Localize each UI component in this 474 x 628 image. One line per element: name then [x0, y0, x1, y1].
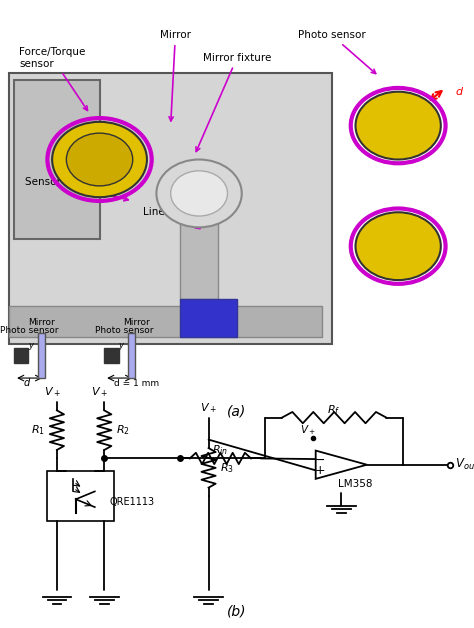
Text: Mirror: Mirror: [28, 318, 55, 327]
Text: Photo sensor: Photo sensor: [0, 326, 58, 335]
Bar: [180, 299, 237, 337]
Bar: [9, 306, 322, 337]
Text: $-$: $-$: [314, 453, 326, 465]
Circle shape: [66, 133, 133, 186]
Bar: [14, 80, 100, 239]
Text: QRE1113: QRE1113: [109, 497, 154, 507]
Text: $V_{out}$: $V_{out}$: [455, 457, 474, 472]
Text: x: x: [109, 349, 114, 357]
Text: Mirror fixture: Mirror fixture: [196, 53, 271, 151]
Polygon shape: [59, 479, 73, 491]
Text: $V_+$: $V_+$: [44, 386, 61, 399]
Text: Photo sensor: Photo sensor: [95, 326, 153, 335]
Text: y: y: [118, 341, 124, 350]
Bar: [180, 193, 218, 299]
Text: Mirror: Mirror: [160, 30, 191, 121]
Bar: [104, 348, 118, 363]
Text: (a): (a): [228, 404, 246, 418]
Circle shape: [356, 212, 441, 280]
Text: $+$: $+$: [314, 464, 326, 477]
Text: y: y: [28, 341, 34, 350]
Bar: [14, 348, 28, 363]
Text: LM358: LM358: [338, 479, 373, 489]
Text: $V_+$: $V_+$: [300, 423, 316, 437]
Circle shape: [52, 122, 147, 197]
Text: Force/Torque
sensor: Force/Torque sensor: [19, 47, 88, 111]
Text: $R_{1}$: $R_{1}$: [31, 423, 45, 437]
Text: $R_{3}$: $R_{3}$: [220, 461, 234, 475]
Text: x: x: [19, 349, 24, 357]
Text: d = 1 mm: d = 1 mm: [114, 379, 159, 387]
Circle shape: [156, 160, 242, 227]
Circle shape: [171, 171, 228, 216]
Bar: [38, 333, 45, 378]
Text: Sensor base: Sensor base: [25, 177, 128, 201]
Text: $V_+$: $V_+$: [200, 401, 217, 415]
Text: $R_{f}$: $R_{f}$: [328, 403, 341, 416]
Text: (b): (b): [227, 605, 247, 619]
Text: Photo sensor: Photo sensor: [298, 30, 376, 73]
Text: Mirror: Mirror: [123, 318, 150, 327]
Bar: [47, 471, 114, 521]
Bar: [9, 73, 332, 344]
Text: $R_{in}$: $R_{in}$: [212, 444, 228, 457]
Circle shape: [356, 92, 441, 160]
Text: Linear guide: Linear guide: [143, 207, 208, 229]
Text: d: d: [24, 377, 30, 387]
Text: $V_+$: $V_+$: [91, 386, 108, 399]
Bar: [128, 333, 135, 378]
Text: $R_{2}$: $R_{2}$: [116, 423, 130, 437]
Text: d: d: [455, 87, 462, 97]
